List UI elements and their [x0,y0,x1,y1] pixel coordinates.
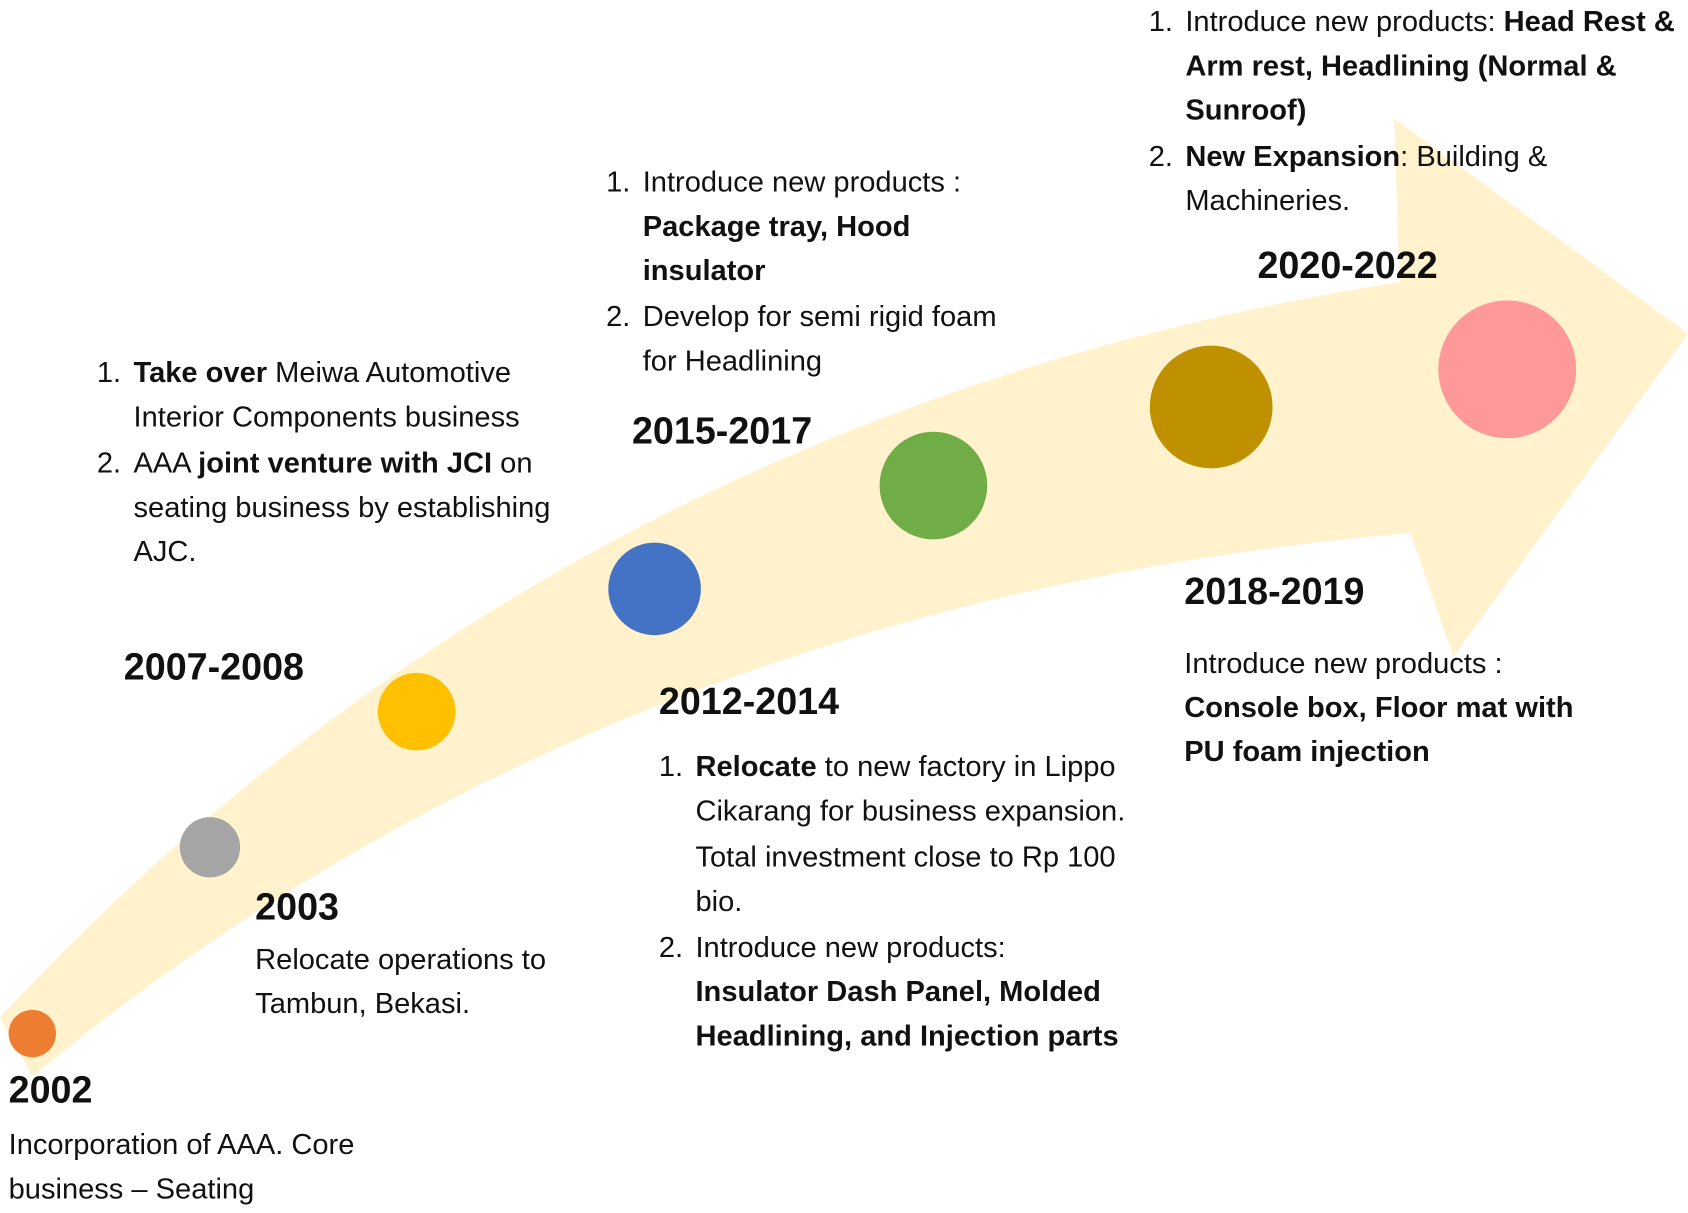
milestone-dot [8,1009,56,1058]
list-item: Total investment close to Rp 100 bio. [659,835,1133,923]
text-run: Relocate [695,750,817,783]
milestone-dot [608,542,701,636]
milestone-year: 2002 [8,1069,93,1112]
text-run: Console box, Floor mat with PU foam inje… [1184,691,1574,768]
text-run: Develop for semi rigid foam for Headlini… [642,300,997,377]
item-number: 1. [658,750,684,783]
item-number: 2. [606,300,631,333]
milestone-dot [179,817,241,878]
text-run: Incorporation of AAA. Core business – Se… [8,1128,355,1205]
arrow [0,118,1688,1077]
list-item: 1. Introduce new products: Head Rest & Ar… [1149,0,1687,132]
text-run: Introduce new products : [1184,647,1503,680]
item-number: 2. [1148,139,1173,173]
text-run: joint venture with JCI [198,446,493,480]
milestone-text: 1. Relocate to new factory in Lippo Cikar… [659,745,1133,1060]
item-number: 1. [1148,5,1173,38]
list-item: 1. Introduce new products : Package tray,… [606,160,1037,292]
milestone-text: Introduce new products : Console box, Fl… [1184,642,1593,777]
milestone-dot [1149,345,1273,469]
list-item: 2. AAA joint venture with JCI on seating … [97,441,560,573]
item-number: 1. [606,165,631,199]
milestone-year: 2018-2019 [1184,570,1365,613]
text-run: Introduce new products : [642,165,962,199]
text-run: to new factory in Lippo Cikarang for bus… [695,750,1126,827]
text-run: Total investment close to Rp 100 bio. [695,840,1116,918]
milestone-year: 2012-2014 [658,680,840,723]
item-number: 1. [96,356,122,389]
milestone-text: 1. Introduce new products: Head Rest & Ar… [1149,0,1687,225]
milestone-text: 1. Take over Meiwa Automotive Interior Co… [97,351,560,576]
item-number: 2. [658,931,684,964]
milestone-text: Relocate operations to Tambun, Bekasi. [255,938,578,1028]
milestone-year: 2003 [255,886,339,929]
milestone-text: Incorporation of AAA. Core business – Se… [9,1123,461,1213]
list-item: Introduce new products : Console box, Fl… [1184,642,1593,774]
list-item: Relocate operations to Tambun, Bekasi. [255,938,578,1026]
text-run: Introduce new products: [695,931,1006,964]
text-run: on seating business by establishing AJC. [133,446,551,568]
text-run: AAA [133,446,199,480]
list-item: 2. Introduce new products: Insulator Dash… [659,926,1133,1058]
text-run: Relocate operations to Tambun, Bekasi. [255,943,547,1020]
text-run: : Building & Machineries. [1185,139,1548,217]
milestone-text: 1. Introduce new products : Package tray,… [606,160,1037,385]
milestone-dot [1438,300,1577,439]
text-run: Introduce new products: [1185,5,1504,38]
list-item: 1. Relocate to new factory in Lippo Cikar… [659,745,1133,833]
list-item: 2. Develop for semi rigid foam for Headli… [606,295,1037,383]
text-run: Insulator Dash Panel, Molded Headlining,… [695,975,1119,1052]
text-run: Take over [133,356,268,389]
text-run: Head Rest & Arm rest, Headlining (Normal… [1185,5,1675,126]
milestone-dot [377,672,456,751]
list-item: Incorporation of AAA. Core business – Se… [9,1123,461,1211]
list-item: 1. Take over Meiwa Automotive Interior Co… [97,351,560,439]
text-run: Meiwa Automotive Interior Components bus… [133,356,520,433]
milestone-year: 2020-2022 [1257,244,1438,287]
item-number: 2. [96,446,122,480]
text-run: New Expansion [1185,139,1401,173]
milestone-dot [879,431,988,540]
text-run: Package tray, Hood insulator [642,209,911,287]
list-item: 2. New Expansion: Building & Machineries. [1149,135,1687,223]
milestone-year: 2015-2017 [631,410,813,453]
milestone-year: 2007-2008 [123,645,305,688]
